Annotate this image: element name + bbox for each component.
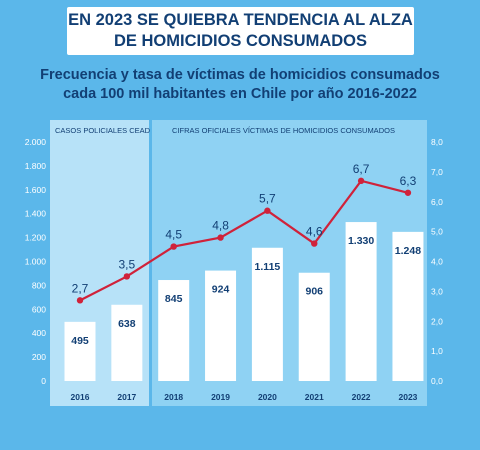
left-axis-tick-label: 0 — [41, 376, 46, 386]
bar — [158, 280, 190, 381]
left-axis-tick-label: 1.800 — [25, 161, 47, 171]
right-axis-tick-label: 3,0 — [431, 286, 443, 296]
subtitle-line-2: cada 100 mil habitantes en Chile por año… — [63, 86, 417, 102]
bar — [111, 304, 143, 381]
x-axis-tick-label: 2018 — [164, 392, 183, 402]
rate-point — [357, 177, 365, 185]
official-section-label: CIFRAS OFICIALES VÍCTIMAS DE HOMICIDIOS … — [172, 126, 395, 135]
rate-value-label: 6,7 — [353, 162, 370, 176]
right-axis-tick-label: 1,0 — [431, 346, 443, 356]
right-axis-tick-label: 0,0 — [431, 376, 443, 386]
x-axis-tick-label: 2020 — [258, 392, 277, 402]
right-axis-tick-label: 5,0 — [431, 227, 443, 237]
left-axis-tick-label: 800 — [32, 280, 46, 290]
left-axis-tick-label: 1.400 — [25, 209, 47, 219]
right-axis-tick-label: 7,0 — [431, 167, 443, 177]
rate-value-label: 3,5 — [119, 257, 136, 271]
rate-point — [217, 234, 224, 241]
headline-box: EN 2023 SE QUIEBRA TENDENCIA AL ALZA DE … — [67, 7, 414, 55]
left-axis-tick-label: 400 — [32, 328, 46, 338]
bar-series: 495 638 845 924 1.115 906 1.330 1.248 — [64, 222, 424, 381]
x-axis-tick-label: 2019 — [211, 392, 230, 402]
rate-value-label: 4,6 — [306, 225, 323, 239]
rate-point — [76, 297, 84, 304]
bar-value-label: 924 — [212, 284, 230, 296]
rate-value-label: 4,5 — [165, 228, 182, 242]
rate-line — [79, 179, 409, 302]
bar-value-label: 1.330 — [348, 235, 374, 247]
bar — [64, 321, 96, 381]
bar — [251, 247, 283, 381]
bar — [345, 222, 377, 381]
left-axis-tick-label: 200 — [32, 352, 46, 362]
bar-value-label: 638 — [118, 318, 136, 330]
right-axis-tick-label: 4,0 — [431, 257, 443, 267]
bar — [392, 231, 424, 381]
rate-point — [123, 273, 131, 280]
bar — [205, 270, 237, 381]
rate-value-label: 2,7 — [72, 281, 89, 295]
rate-value-label: 5,7 — [259, 192, 276, 206]
left-axis-tick-label: 600 — [32, 304, 46, 314]
right-axis-tick-label: 2,0 — [431, 316, 443, 326]
rate-point — [170, 243, 177, 250]
left-axis-tick-label: 1.200 — [25, 233, 47, 243]
right-axis-tick-label: 6,0 — [431, 197, 443, 207]
bar-value-label: 1.248 — [395, 245, 421, 257]
left-axis-tick-label: 1.000 — [25, 257, 47, 267]
headline-line-1: EN 2023 SE QUIEBRA TENDENCIA AL ALZA — [68, 11, 413, 29]
cead-section-label: CASOS POLICIALES CEAD — [55, 126, 151, 135]
bar-value-label: 495 — [71, 335, 89, 347]
bar-value-label: 906 — [305, 286, 323, 298]
bar — [298, 272, 330, 381]
left-axis: 0 200 400 600 800 1.000 1.200 1.400 1.600 1.800 2.… — [25, 137, 47, 386]
left-axis-tick-label: 1.600 — [25, 185, 47, 195]
rate-point — [311, 240, 318, 247]
rate-point — [264, 207, 271, 214]
rate-point — [404, 189, 412, 196]
chart-subtitle: Frecuencia y tasa de víctimas de homicid… — [0, 66, 480, 104]
right-axis: 0,0 1,0 2,0 3,0 4,0 5,0 6,0 7,0 8,0 — [431, 137, 443, 386]
x-axis: 2016 2017 2018 2019 2020 2021 2022 2023 — [71, 392, 418, 402]
x-axis-tick-label: 2016 — [71, 392, 90, 402]
x-axis-tick-label: 2023 — [398, 392, 417, 402]
rate-value-label: 4,8 — [212, 219, 229, 233]
official-section-panel — [152, 120, 427, 406]
right-axis-tick-label: 8,0 — [431, 137, 443, 147]
rate-line-series: 2,7 3,5 4,5 4,8 5,7 4,6 6,7 6,3 — [72, 162, 417, 304]
bar-value-label: 1.115 — [255, 261, 281, 273]
x-axis-tick-label: 2022 — [352, 392, 371, 402]
bar-value-label: 845 — [165, 293, 183, 305]
subtitle-line-1: Frecuencia y tasa de víctimas de homicid… — [40, 67, 440, 83]
left-axis-tick-label: 2.000 — [25, 137, 47, 147]
x-axis-tick-label: 2021 — [305, 392, 324, 402]
rate-value-label: 6,3 — [400, 174, 417, 188]
x-axis-tick-label: 2017 — [117, 392, 136, 402]
headline-line-2: DE HOMICIDIOS CONSUMADOS — [113, 32, 367, 50]
